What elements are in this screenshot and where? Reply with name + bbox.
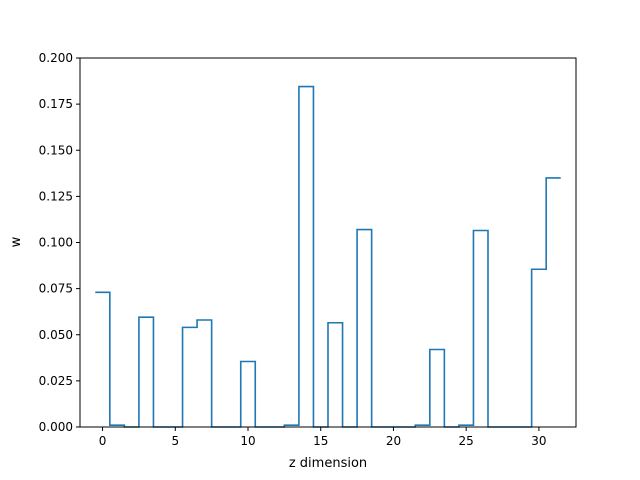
y-tick-label: 0.125 xyxy=(39,189,73,203)
x-tick-label: 15 xyxy=(313,434,328,448)
x-tick-label: 30 xyxy=(531,434,546,448)
x-tick-label: 5 xyxy=(171,434,179,448)
y-tick-label: 0.075 xyxy=(39,282,73,296)
y-tick-label: 0.050 xyxy=(39,328,73,342)
x-tick-label: 0 xyxy=(99,434,107,448)
y-tick-label: 0.200 xyxy=(39,51,73,65)
y-tick-label: 0.025 xyxy=(39,374,73,388)
x-tick-label: 25 xyxy=(459,434,474,448)
y-axis-label: w xyxy=(9,236,24,247)
y-axis-ticks: 0.000 0.025 0.050 0.075 0.100 0.125 0.150 0.175… xyxy=(39,51,80,434)
y-tick-label: 0.175 xyxy=(39,97,73,111)
y-tick-label: 0.000 xyxy=(39,420,73,434)
y-tick-label: 0.150 xyxy=(39,143,73,157)
x-tick-label: 20 xyxy=(386,434,401,448)
x-tick-label: 10 xyxy=(240,434,255,448)
x-axis-label: z dimension xyxy=(289,456,367,471)
x-axis-ticks: 0 5 10 15 20 25 30 xyxy=(99,427,547,448)
y-tick-label: 0.100 xyxy=(39,236,73,250)
